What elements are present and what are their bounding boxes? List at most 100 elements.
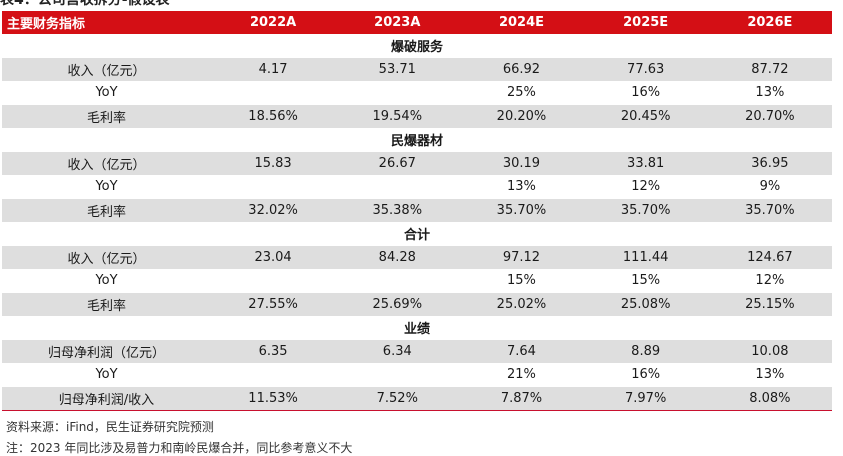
- value-cell: 7.97%: [583, 386, 708, 411]
- row-label: YoY: [95, 367, 118, 383]
- table-row: 归母净利润（亿元） 6.35 6.34 7.64 8.89 10.08: [2, 339, 832, 363]
- section-row: 民爆器材: [2, 128, 832, 152]
- value-cell: [211, 363, 335, 387]
- value-cell: 32.02%: [211, 198, 336, 222]
- value-cell: 30.19: [459, 151, 584, 175]
- value-cell: 35.70%: [459, 198, 584, 222]
- header-cell-2026e: 2026E: [707, 11, 832, 34]
- value-cell: 8.89: [583, 339, 708, 363]
- table-row: 收入（亿元） 4.17 53.71 66.92 77.63 87.72: [2, 57, 832, 81]
- value-cell: 25.15%: [707, 292, 832, 316]
- value-cell: 66.92: [459, 57, 584, 81]
- source-note: 资料来源：iFind，民生证券研究院预测: [6, 420, 214, 434]
- value-cell: 97.12: [459, 245, 584, 269]
- value-cell: 25.69%: [335, 292, 460, 316]
- table-row: 毛利率 27.55% 25.69% 25.02% 25.08% 25.15%: [2, 292, 832, 316]
- value-cell: 35.70%: [583, 198, 708, 222]
- value-cell: 7.52%: [335, 386, 460, 411]
- value-cell: 7.64: [459, 339, 584, 363]
- value-cell: 13%: [755, 85, 785, 101]
- table-row: 收入（亿元） 23.04 84.28 97.12 111.44 124.67: [2, 245, 832, 269]
- value-cell: [335, 269, 459, 293]
- value-cell: 35.38%: [335, 198, 460, 222]
- value-cell: 9%: [759, 179, 781, 195]
- table-row: YoY 15% 15% 12%: [2, 269, 832, 293]
- value-cell: 19.54%: [335, 104, 460, 128]
- section-title: 民爆器材: [390, 134, 443, 150]
- table-row: 毛利率 18.56% 19.54% 20.20% 20.45% 20.70%: [2, 104, 832, 128]
- value-cell: [211, 81, 335, 105]
- value-cell: 20.20%: [459, 104, 584, 128]
- table-row: YoY 25% 16% 13%: [2, 81, 832, 105]
- section-row: 爆破服务: [2, 34, 832, 58]
- row-label: 毛利率: [2, 104, 211, 128]
- value-cell: 13%: [755, 367, 785, 383]
- section-title: 合计: [403, 228, 430, 244]
- value-cell: [335, 175, 459, 199]
- table-header-row: 主要财务指标 2022A 2023A 2024E 2025E 2026E: [2, 11, 832, 34]
- value-cell: 10.08: [707, 339, 832, 363]
- value-cell: [211, 175, 335, 199]
- value-cell: 18.56%: [211, 104, 336, 128]
- row-label: YoY: [95, 85, 118, 101]
- value-cell: 20.70%: [707, 104, 832, 128]
- value-cell: 15%: [507, 273, 536, 289]
- header-cell-metric: 主要财务指标: [2, 11, 211, 34]
- value-cell: 11.53%: [211, 386, 336, 411]
- value-cell: 87.72: [707, 57, 832, 81]
- value-cell: 25.08%: [583, 292, 708, 316]
- table-row: 毛利率 32.02% 35.38% 35.70% 35.70% 35.70%: [2, 198, 832, 222]
- value-cell: [335, 81, 459, 105]
- value-cell: 84.28: [335, 245, 460, 269]
- value-cell: 53.71: [335, 57, 460, 81]
- row-label: 毛利率: [2, 198, 211, 222]
- value-cell: 8.08%: [707, 386, 832, 411]
- value-cell: 12%: [631, 179, 661, 195]
- table-row: YoY 13% 12% 9%: [2, 175, 832, 199]
- section-row: 业绩: [2, 316, 832, 340]
- value-cell: [335, 363, 459, 387]
- row-label: YoY: [95, 273, 118, 289]
- value-cell: 16%: [631, 367, 661, 383]
- value-cell: 111.44: [583, 245, 708, 269]
- value-cell: 35.70%: [707, 198, 832, 222]
- row-label: 收入（亿元）: [2, 245, 211, 269]
- row-label: 毛利率: [2, 292, 211, 316]
- row-label: 收入（亿元）: [2, 151, 211, 175]
- value-cell: 26.67: [335, 151, 460, 175]
- row-label: YoY: [95, 179, 118, 195]
- value-cell: 36.95: [707, 151, 832, 175]
- value-cell: 23.04: [211, 245, 336, 269]
- value-cell: 21%: [507, 367, 536, 383]
- value-cell: 6.34: [335, 339, 460, 363]
- value-cell: 4.17: [211, 57, 336, 81]
- table-row: YoY 21% 16% 13%: [2, 363, 832, 387]
- header-cell-2022a: 2022A: [211, 11, 336, 34]
- row-label: 归母净利润（亿元）: [2, 339, 211, 363]
- value-cell: 12%: [755, 273, 785, 289]
- value-cell: 13%: [507, 179, 536, 195]
- value-cell: 15%: [631, 273, 661, 289]
- table-row: 收入（亿元） 15.83 26.67 30.19 33.81 36.95: [2, 151, 832, 175]
- value-cell: 20.45%: [583, 104, 708, 128]
- value-cell: 25%: [507, 85, 536, 101]
- value-cell: 33.81: [583, 151, 708, 175]
- value-cell: 77.63: [583, 57, 708, 81]
- row-label: 归母净利润/收入: [2, 386, 211, 411]
- value-cell: 15.83: [211, 151, 336, 175]
- table-row: 归母净利润/收入 11.53% 7.52% 7.87% 7.97% 8.08%: [2, 386, 832, 411]
- financial-table: 主要财务指标 2022A 2023A 2024E 2025E 2026E 爆破服…: [2, 11, 832, 411]
- footnote: 注：2023 年同比涉及易普力和南岭民爆合并，同比参考意义不大: [6, 441, 353, 455]
- value-cell: [211, 269, 335, 293]
- section-title: 爆破服务: [390, 40, 443, 56]
- value-cell: 7.87%: [459, 386, 584, 411]
- value-cell: 6.35: [211, 339, 336, 363]
- value-cell: 124.67: [707, 245, 832, 269]
- section-title: 业绩: [403, 322, 430, 338]
- header-cell-2025e: 2025E: [583, 11, 708, 34]
- value-cell: 25.02%: [459, 292, 584, 316]
- section-row: 合计: [2, 222, 832, 246]
- row-label: 收入（亿元）: [2, 57, 211, 81]
- header-cell-2023a: 2023A: [335, 11, 460, 34]
- value-cell: 27.55%: [211, 292, 336, 316]
